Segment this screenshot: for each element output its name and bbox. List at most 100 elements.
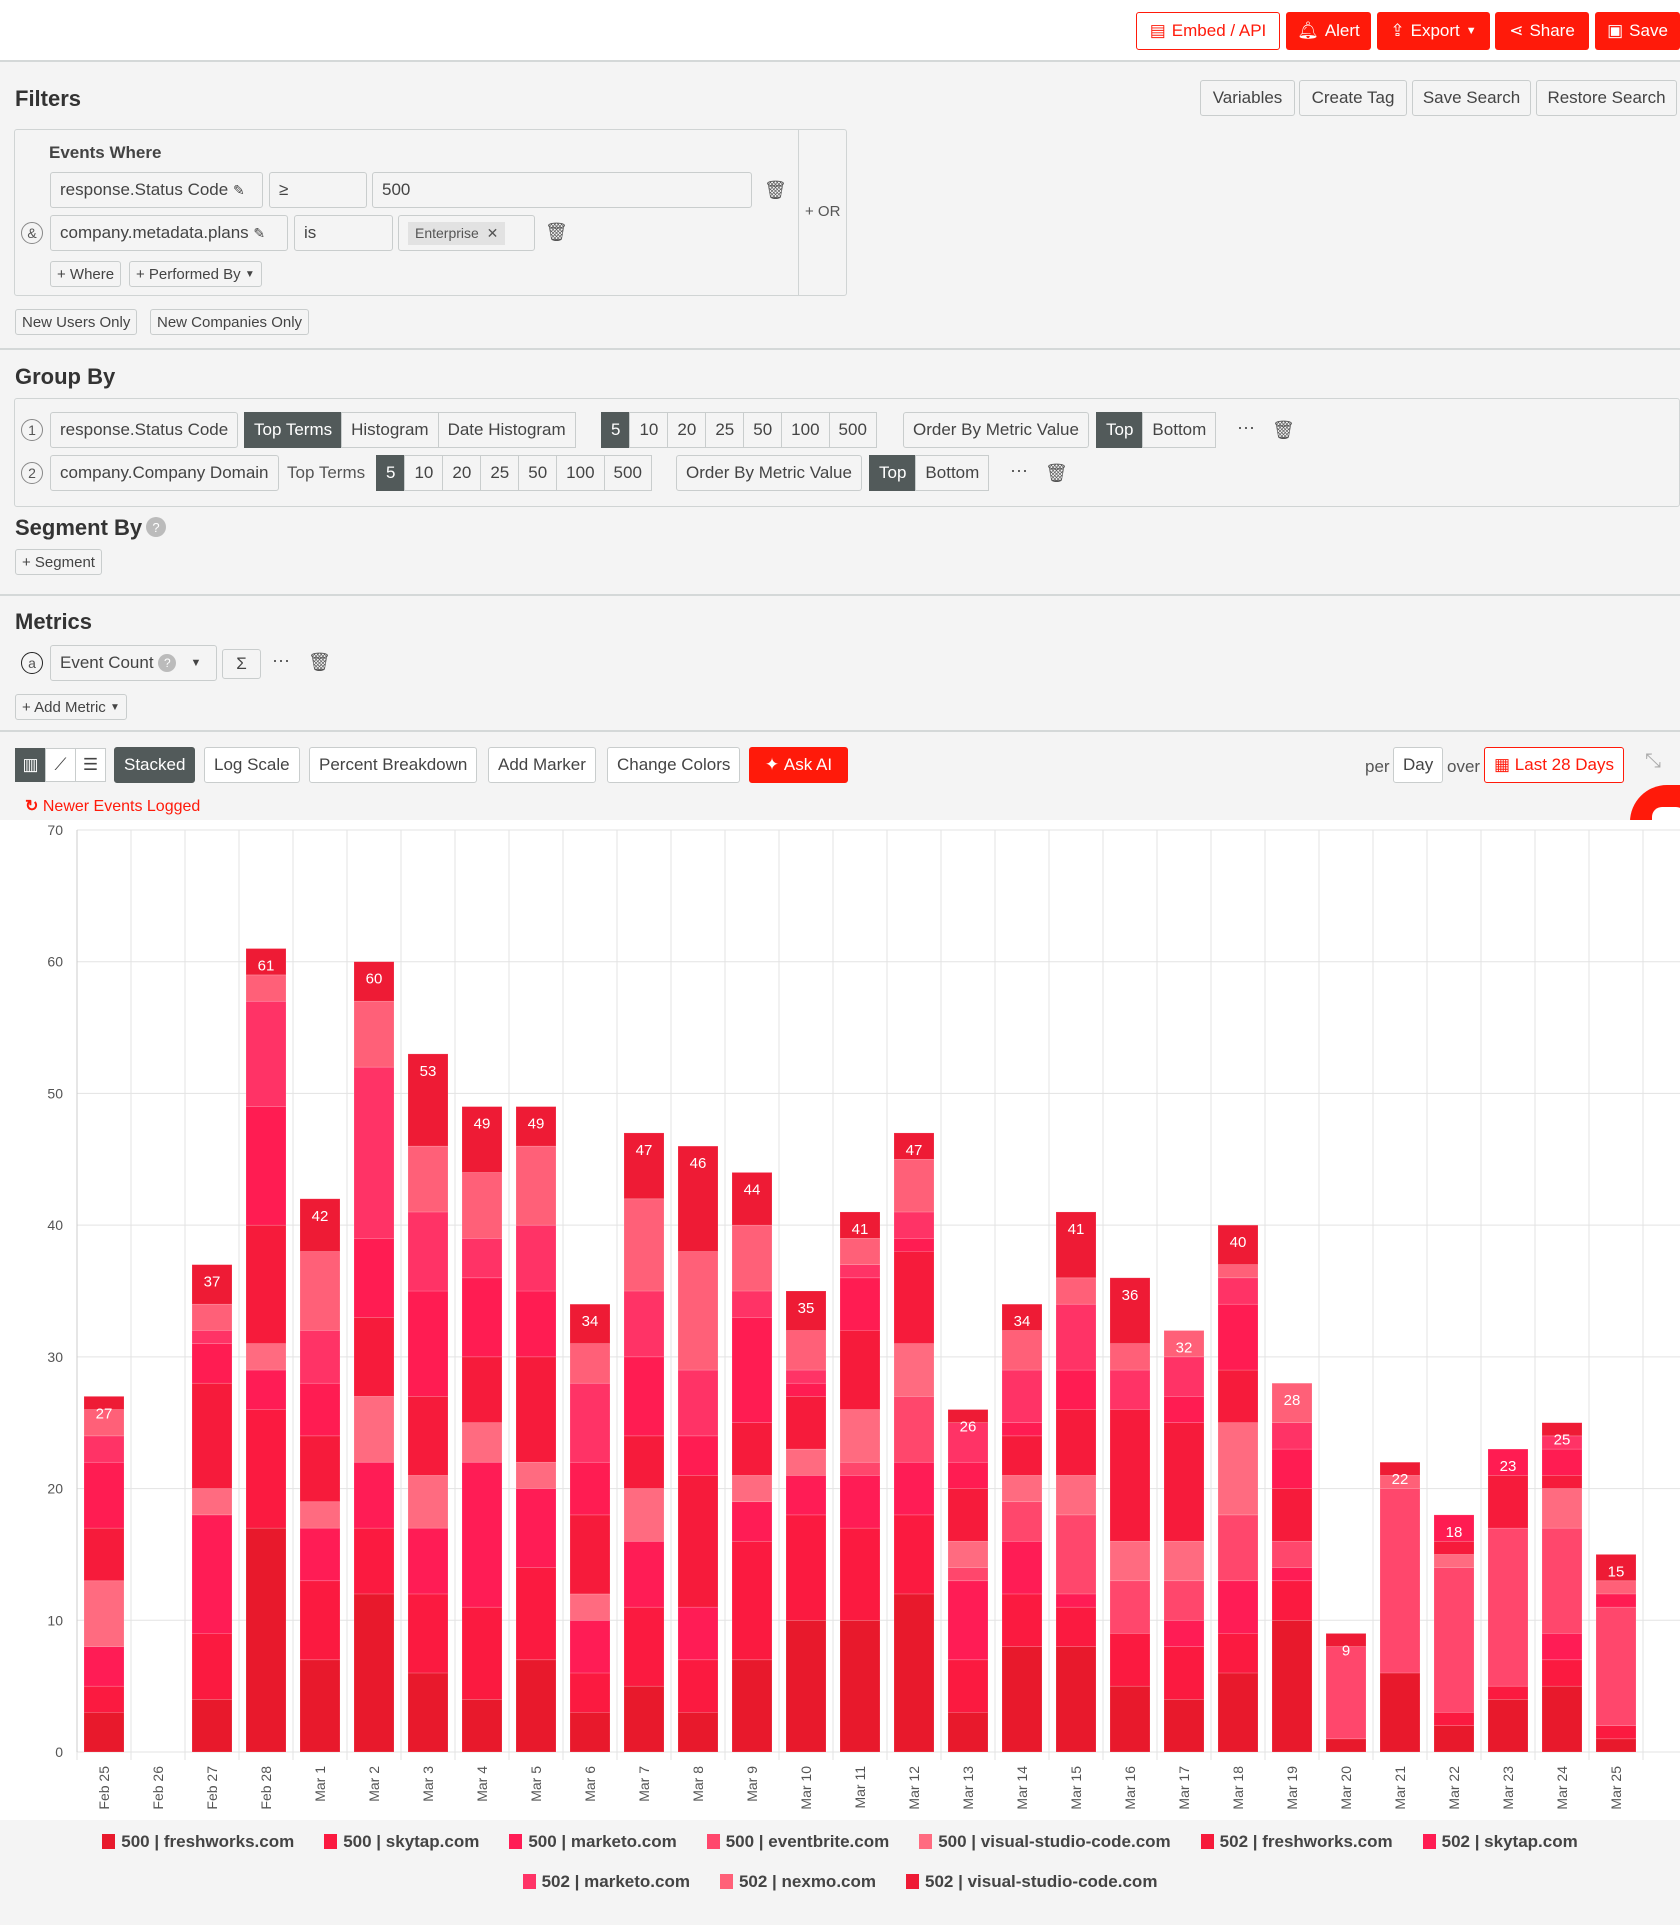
add-marker-button[interactable]: Add Marker [488, 747, 596, 783]
group-field-1[interactable]: response.Status Code [50, 412, 239, 448]
top-terms-option[interactable]: Top Terms [244, 412, 343, 448]
order-by-button-1[interactable]: Order By Metric Value [903, 412, 1089, 448]
share-button[interactable]: ⋖ Share [1495, 12, 1589, 50]
group-field-2[interactable]: company.Company Domain [50, 455, 279, 491]
add-metric-button[interactable]: + Add Metric ▼ [15, 694, 127, 720]
line-chart-icon[interactable]: ⟋ [45, 748, 76, 782]
percent-breakdown-toggle[interactable]: Percent Breakdown [309, 747, 478, 783]
bar-segment [623, 1435, 665, 1489]
top-option[interactable]: Top [1096, 412, 1144, 448]
add-where-button[interactable]: + Where [50, 261, 122, 287]
legend-item[interactable]: 500 | skytap.com [324, 1832, 479, 1852]
date-range-button[interactable]: ▦ Last 28 Days [1484, 747, 1625, 783]
bottom-option[interactable]: Bottom [1142, 412, 1217, 448]
add-segment-button[interactable]: + Segment [15, 549, 102, 575]
bar-segment [1055, 1211, 1097, 1279]
bar-segment [947, 1659, 989, 1713]
size-option[interactable]: 10 [629, 412, 669, 448]
trash-icon[interactable]: 🗑︎ [308, 652, 331, 672]
restore-search-button[interactable]: Restore Search [1536, 80, 1677, 116]
ask-ai-button[interactable]: ✦ Ask AI [749, 747, 848, 783]
add-or-button[interactable]: + OR [805, 203, 841, 220]
trash-icon[interactable]: 🗑︎ [764, 180, 787, 200]
filter-field-1[interactable]: response.Status Code ✎ [50, 172, 263, 208]
alert-button[interactable]: 🔔︎ Alert [1286, 12, 1371, 50]
filter-value-1[interactable]: 500 [372, 172, 752, 208]
change-colors-button[interactable]: Change Colors [607, 747, 741, 783]
more-icon[interactable]: ⋯ [272, 651, 290, 671]
save-button[interactable]: ▣ Save [1595, 12, 1680, 50]
size-option[interactable]: 5 [601, 412, 631, 448]
legend-item[interactable]: 502 | nexmo.com [719, 1872, 876, 1892]
save-search-button[interactable]: Save Search [1412, 80, 1531, 116]
date-histogram-option[interactable]: Date Histogram [437, 412, 576, 448]
size-option[interactable]: 100 [781, 412, 830, 448]
export-button[interactable]: ⇪ Export ▼ [1377, 12, 1490, 50]
x-tick-label: Mar 19 [1284, 1766, 1300, 1810]
x-tick-label: Mar 13 [960, 1766, 976, 1810]
bar-segment [1001, 1475, 1043, 1503]
size-option[interactable]: 50 [518, 455, 558, 491]
sparkle-icon: ✦ [764, 755, 780, 774]
more-icon[interactable]: ⋯ [1237, 418, 1255, 438]
legend-item[interactable]: 500 | marketo.com [509, 1832, 677, 1852]
caret-down-icon: ▼ [190, 657, 202, 669]
trash-icon[interactable]: 🗑︎ [1272, 420, 1295, 440]
newer-events-notice[interactable]: ↻ Newer Events Logged [25, 796, 200, 816]
collapse-icon[interactable]: ⤡ [1645, 750, 1661, 772]
filter-operator-1[interactable]: ≥ [269, 172, 367, 208]
size-option[interactable]: 25 [480, 455, 520, 491]
size-option[interactable]: 25 [705, 412, 745, 448]
bar-segment [839, 1619, 881, 1753]
interval-select[interactable]: Day [1393, 747, 1444, 783]
new-users-only-button[interactable]: New Users Only [15, 309, 138, 335]
variables-button[interactable]: Variables [1200, 80, 1295, 116]
embed-api-button[interactable]: ▤ Embed / API [1136, 12, 1280, 50]
log-scale-toggle[interactable]: Log Scale [204, 747, 300, 783]
size-option[interactable]: 20 [667, 412, 707, 448]
bar-segment [731, 1475, 773, 1503]
remove-tag-icon[interactable]: ✕ [486, 224, 499, 241]
help-icon[interactable]: ? [146, 517, 166, 537]
legend-item[interactable]: 502 | freshworks.com [1200, 1832, 1393, 1852]
size-option[interactable]: 100 [556, 455, 605, 491]
create-tag-button[interactable]: Create Tag [1299, 80, 1407, 116]
aggregation-button[interactable]: Σ [222, 649, 261, 679]
legend-item[interactable]: 500 | visual-studio-code.com [919, 1832, 1171, 1852]
size-option[interactable]: 10 [404, 455, 444, 491]
size-option[interactable]: 50 [743, 412, 783, 448]
trash-icon[interactable]: 🗑︎ [545, 222, 568, 242]
legend-item[interactable]: 500 | freshworks.com [102, 1832, 294, 1852]
legend-item[interactable]: 502 | marketo.com [522, 1872, 690, 1892]
filter-operator-2[interactable]: is [294, 215, 393, 251]
more-icon[interactable]: ⋯ [1010, 461, 1028, 481]
bottom-option[interactable]: Bottom [915, 455, 990, 491]
trash-icon[interactable]: 🗑︎ [1045, 463, 1068, 483]
bar-segment [461, 1106, 503, 1173]
bar-segment [83, 1409, 125, 1437]
size-option[interactable]: 500 [603, 455, 652, 491]
top-option[interactable]: Top [869, 455, 917, 491]
legend-item[interactable]: 502 | skytap.com [1422, 1832, 1578, 1852]
legend-item[interactable]: 502 | visual-studio-code.com [906, 1872, 1157, 1892]
order-by-button-2[interactable]: Order By Metric Value [676, 455, 862, 491]
legend-item[interactable]: 500 | eventbrite.com [706, 1832, 889, 1852]
legend-label: 502 | marketo.com [541, 1872, 690, 1891]
bar-segment [245, 1106, 287, 1226]
size-option[interactable]: 500 [828, 412, 877, 448]
histogram-option[interactable]: Histogram [341, 412, 439, 448]
stacked-toggle[interactable]: Stacked [114, 747, 196, 783]
size-option[interactable]: 5 [376, 455, 406, 491]
filter-field-2[interactable]: company.metadata.plans ✎ [50, 215, 288, 251]
metric-select[interactable]: Event Count ? ▼ [50, 645, 217, 681]
bar-chart-icon[interactable]: ▥ [15, 748, 46, 782]
help-icon[interactable]: ? [158, 654, 177, 672]
bar-segment [1433, 1712, 1475, 1726]
group-size-toggle-2: 5 10 20 25 50 100 500 [376, 455, 652, 491]
table-icon[interactable]: ☰ [75, 748, 106, 782]
performed-by-button[interactable]: + Performed By ▼ [129, 261, 262, 287]
new-companies-only-button[interactable]: New Companies Only [150, 309, 310, 335]
bar-segment [1001, 1646, 1043, 1753]
size-option[interactable]: 20 [442, 455, 482, 491]
filter-value-2[interactable]: Enterprise ✕ [398, 215, 535, 251]
